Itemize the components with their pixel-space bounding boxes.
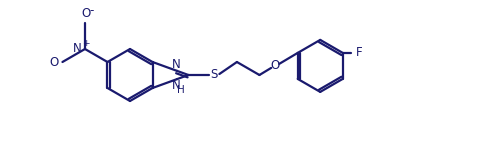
Text: -: - [90,4,94,17]
Text: F: F [356,46,363,59]
Text: O: O [49,56,59,68]
Text: H: H [177,85,185,95]
Text: N: N [172,79,181,92]
Text: O: O [81,7,91,20]
Text: +: + [82,40,90,49]
Text: S: S [211,68,218,81]
Text: N: N [172,58,181,71]
Text: O: O [271,59,280,72]
Text: N: N [73,43,82,56]
